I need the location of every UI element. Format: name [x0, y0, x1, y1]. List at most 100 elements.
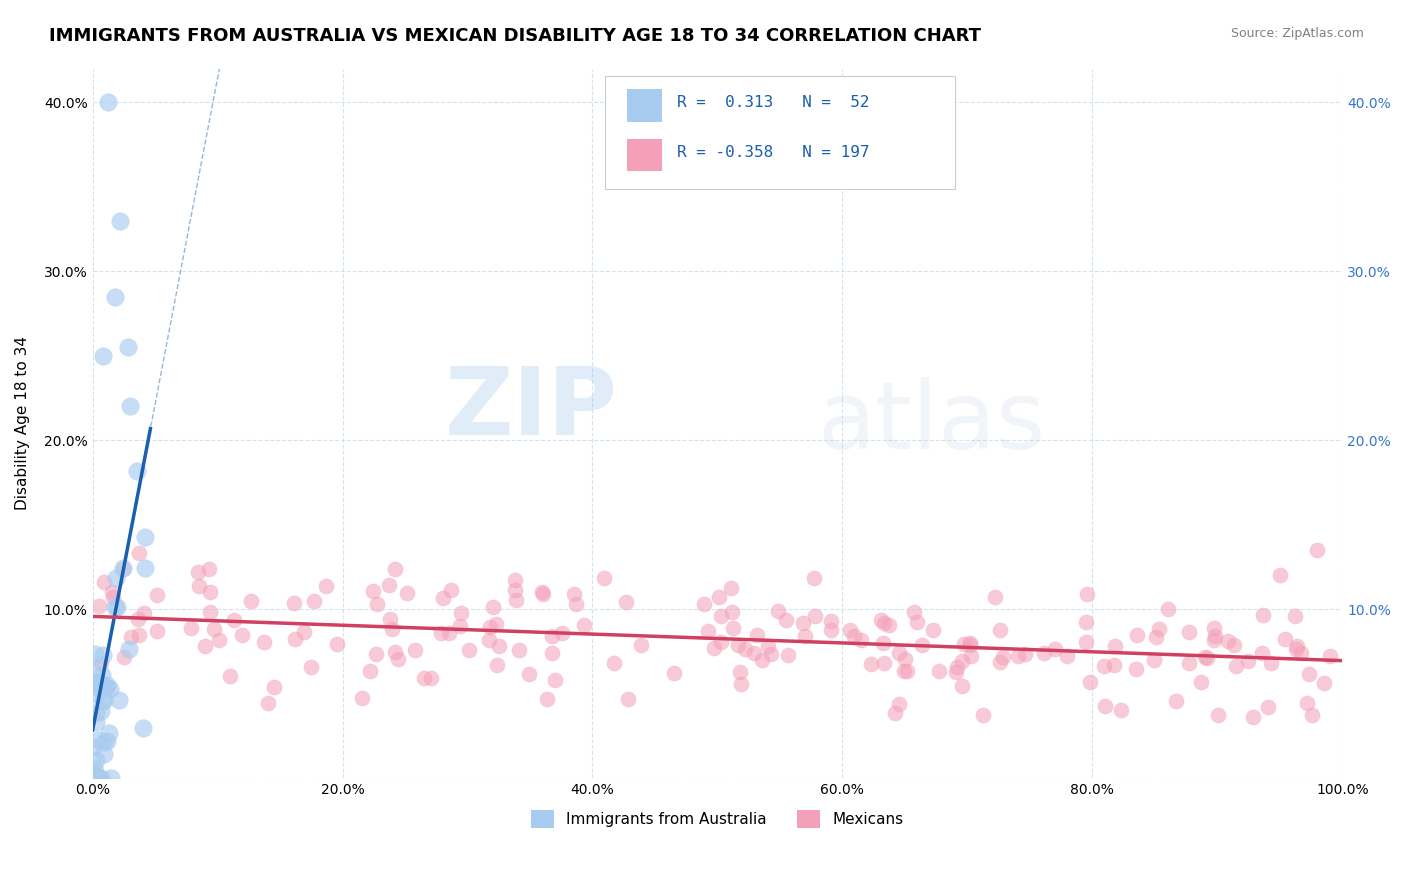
Point	[603, 656, 626, 670]
Point	[108, 692, 131, 706]
Point	[457, 642, 479, 657]
Point	[873, 656, 896, 670]
Point	[697, 624, 720, 639]
Point	[84, 687, 107, 701]
Point	[83, 765, 105, 780]
Point	[90, 668, 112, 682]
Point	[90, 704, 112, 718]
Point	[768, 604, 790, 618]
Point	[849, 633, 872, 648]
Point	[664, 666, 686, 681]
Point	[104, 290, 127, 304]
Point	[1202, 633, 1225, 648]
Point	[93, 574, 115, 589]
Point	[120, 630, 142, 644]
Text: atlas: atlas	[817, 377, 1046, 469]
Point	[90, 771, 112, 785]
Point	[256, 696, 278, 710]
Point	[84, 706, 107, 720]
Point	[132, 607, 155, 621]
Point	[536, 691, 558, 706]
Point	[991, 649, 1014, 664]
Point	[224, 613, 246, 627]
Text: R =  0.313   N =  52: R = 0.313 N = 52	[678, 95, 870, 110]
Point	[87, 676, 110, 690]
Point	[693, 598, 716, 612]
Point	[404, 642, 426, 657]
Point	[478, 633, 501, 648]
Point	[127, 612, 149, 626]
FancyBboxPatch shape	[627, 139, 662, 171]
Point	[87, 674, 110, 689]
Point	[361, 583, 384, 598]
Point	[551, 626, 574, 640]
Point	[775, 613, 797, 627]
Point	[97, 726, 120, 740]
Point	[87, 599, 110, 613]
Point	[894, 652, 917, 666]
Text: R = -0.358   N = 197: R = -0.358 N = 197	[678, 145, 870, 160]
Point	[263, 680, 285, 694]
Point	[83, 761, 105, 775]
Point	[839, 623, 862, 637]
Point	[1147, 622, 1170, 636]
Point	[1268, 568, 1291, 582]
Point	[82, 771, 104, 785]
Point	[503, 573, 526, 587]
Point	[792, 616, 814, 631]
Point	[950, 654, 973, 668]
Point	[721, 621, 744, 635]
Point	[903, 605, 925, 619]
Point	[710, 635, 733, 649]
Point	[896, 664, 918, 678]
Point	[1306, 543, 1329, 558]
Point	[727, 638, 749, 652]
Point	[187, 566, 209, 580]
Point	[104, 600, 127, 615]
Point	[1225, 659, 1247, 673]
Point	[97, 95, 120, 110]
Point	[1257, 699, 1279, 714]
Point	[794, 630, 817, 644]
Point	[988, 623, 1011, 637]
Point	[1237, 655, 1260, 669]
Point	[82, 739, 104, 754]
Point	[1056, 648, 1078, 663]
Point	[96, 733, 118, 747]
Point	[432, 591, 454, 606]
Point	[1076, 615, 1098, 630]
Point	[745, 628, 768, 642]
Point	[219, 669, 242, 683]
Y-axis label: Disability Age 18 to 34: Disability Age 18 to 34	[15, 336, 30, 510]
Point	[107, 600, 129, 615]
Point	[1284, 609, 1306, 624]
Point	[482, 600, 505, 615]
Point	[87, 771, 110, 785]
Point	[450, 606, 472, 620]
Point	[98, 681, 121, 696]
Point	[565, 597, 588, 611]
Point	[703, 640, 725, 655]
Point	[756, 639, 779, 653]
Point	[1205, 629, 1227, 643]
Point	[83, 771, 105, 785]
Point	[889, 647, 911, 661]
Point	[1125, 662, 1147, 676]
Text: ZIP: ZIP	[444, 363, 617, 455]
Point	[1197, 651, 1219, 665]
Point	[1289, 646, 1312, 660]
Point	[352, 690, 374, 705]
Point	[709, 590, 731, 604]
Point	[1285, 639, 1308, 653]
Text: IMMIGRANTS FROM AUSTRALIA VS MEXICAN DISABILITY AGE 18 TO 34 CORRELATION CHART: IMMIGRANTS FROM AUSTRALIA VS MEXICAN DIS…	[49, 27, 981, 45]
Point	[1074, 635, 1097, 649]
Point	[240, 594, 263, 608]
Point	[134, 530, 156, 544]
Point	[91, 349, 114, 363]
Point	[1216, 634, 1239, 648]
Point	[299, 660, 322, 674]
Point	[1296, 697, 1319, 711]
Point	[1301, 707, 1323, 722]
Point	[83, 769, 105, 783]
Point	[1033, 646, 1056, 660]
